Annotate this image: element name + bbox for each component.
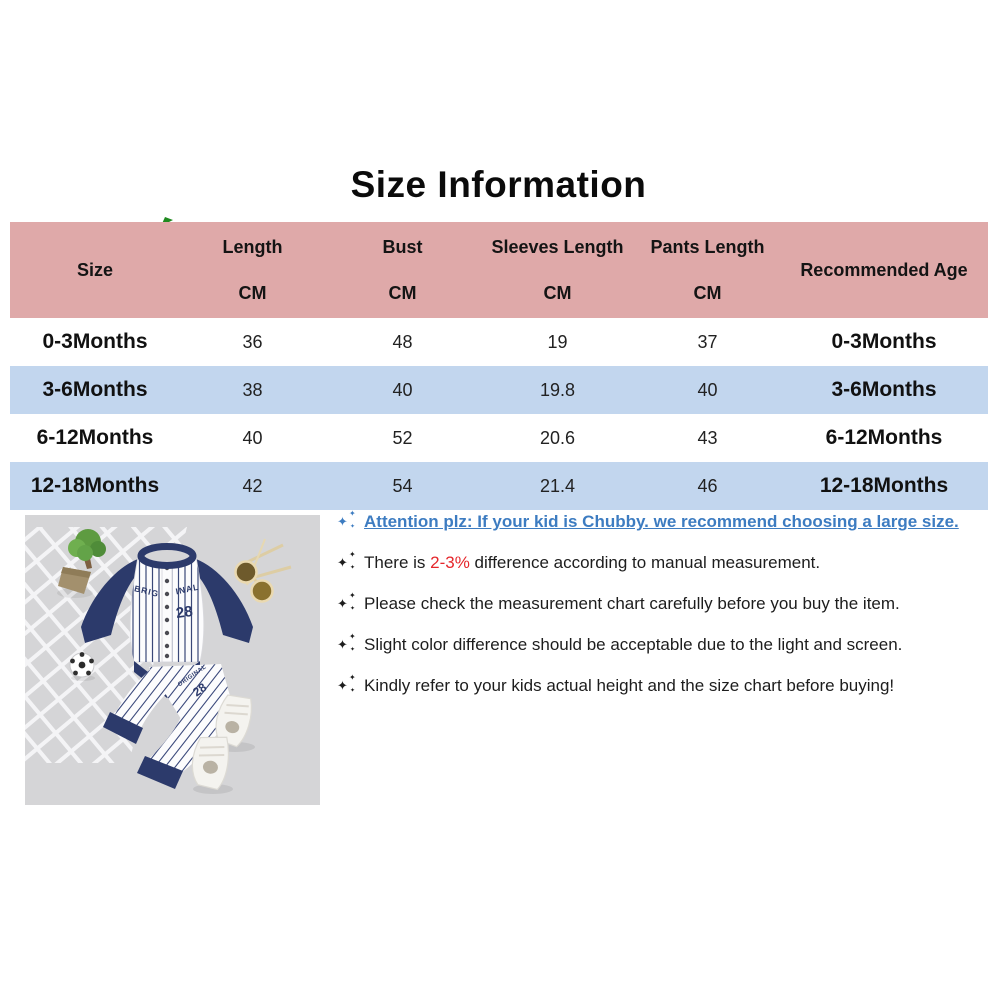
header-unit: CM (388, 283, 417, 303)
sparkles-icon: ✦ ✦ ✦ (337, 632, 356, 654)
soccer-ball (69, 652, 95, 681)
sparkles-icon: ✦ ✦ ✦ (337, 673, 356, 695)
size-value: 0-3Months (42, 330, 148, 353)
pants-value: 46 (697, 475, 718, 496)
header-cell-recommended-age: Recommended Age (780, 222, 988, 318)
jersey-number: 28 (175, 603, 194, 622)
header-label: Size (76, 259, 114, 280)
buttons (164, 565, 170, 659)
note-text: Kindly refer to your kids actual height … (364, 676, 895, 695)
pants-cuff-left (103, 712, 143, 744)
size-value: 3-6Months (42, 378, 148, 401)
pants-value: 37 (697, 331, 718, 352)
note-attention: ✦ ✦ ✦ Attention plz: If your kid is Chub… (337, 509, 985, 534)
note-text: Attention plz: If your kid is Chubby. we… (364, 512, 959, 531)
romper-right-sleeve (189, 559, 253, 643)
header-label: Bust (382, 237, 423, 257)
length-value: 40 (242, 427, 263, 448)
note-text: There is (364, 553, 431, 572)
header-label: Pants Length (650, 237, 765, 257)
baby-outfit-flatlay-image: BRIG INAL 28 ORIGINAL 28 (25, 515, 320, 805)
table-row: 3-6Months 38 40 19.8 40 3-6Months (10, 366, 988, 414)
sparkles-icon: ✦ ✦ ✦ (337, 550, 356, 572)
pants-value: 43 (697, 427, 718, 448)
pants-value: 40 (697, 379, 718, 400)
bust-value: 48 (392, 331, 413, 352)
sparkles-icon: ✦ ✦ ✦ (337, 591, 356, 613)
size-value: 12-18Months (30, 474, 160, 497)
size-value: 6-12Months (36, 426, 154, 449)
note-check-chart: ✦ ✦ ✦ Please check the measurement chart… (337, 591, 985, 616)
pants-cuff-bottom (137, 756, 183, 789)
header-unit: CM (693, 283, 722, 303)
bust-value: 40 (392, 379, 413, 400)
potted-plant (57, 529, 106, 598)
age-value: 3-6Months (831, 378, 937, 401)
length-value: 38 (242, 379, 263, 400)
sleeves-value: 21.4 (539, 475, 576, 496)
age-value: 12-18Months (819, 474, 949, 497)
length-value: 36 (242, 331, 263, 352)
note-refer-height: ✦ ✦ ✦ Kindly refer to your kids actual h… (337, 673, 985, 698)
age-value: 0-3Months (831, 330, 937, 353)
chest-text-right: INAL (175, 582, 200, 597)
sleeves-value: 19.8 (539, 379, 576, 400)
age-value: 6-12Months (825, 426, 943, 449)
sparkles-icon: ✦ ✦ ✦ (337, 509, 356, 531)
sleeves-value: 20.6 (539, 427, 576, 448)
note-text: Slight color difference should be accept… (364, 635, 903, 654)
note-measurement-difference: ✦ ✦ ✦ There is 2-3% difference according… (337, 550, 985, 575)
table-row: 6-12Months 40 52 20.6 43 6-12Months (10, 414, 988, 462)
header-cell-pants-length: Pants Length CM (635, 222, 780, 318)
table-row: 0-3Months 36 48 19 37 0-3Months (10, 318, 988, 366)
header-cell-size: Size (10, 222, 180, 318)
note-highlight: 2-3% (430, 553, 470, 572)
notes-list: ✦ ✦ ✦ Attention plz: If your kid is Chub… (337, 509, 985, 714)
header-cell-sleeves-length: Sleeves Length CM (480, 222, 635, 318)
product-photo: BRIG INAL 28 ORIGINAL 28 (25, 515, 320, 805)
sleeves-value: 19 (547, 331, 568, 352)
header-unit: CM (238, 283, 267, 303)
note-color-difference: ✦ ✦ ✦ Slight color difference should be … (337, 632, 985, 657)
header-cell-length: Length CM (180, 222, 325, 318)
romper-left-sleeve (81, 559, 145, 643)
note-text: Please check the measurement chart caref… (364, 594, 900, 613)
size-table: Size Length CM Bust CM Sleeves Length CM… (10, 222, 988, 510)
length-value: 42 (242, 475, 263, 496)
header-unit: CM (543, 283, 572, 303)
romper: BRIG INAL 28 (81, 543, 253, 698)
page-title: Size Information (350, 164, 647, 205)
note-text: difference according to manual measureme… (469, 553, 821, 572)
sunglasses (234, 538, 292, 603)
bust-value: 54 (392, 475, 413, 496)
header-label: Length (222, 237, 283, 257)
bust-value: 52 (392, 427, 413, 448)
table-row: 12-18Months 42 54 21.4 46 12-18Months (10, 462, 988, 510)
header-label: Recommended Age (800, 259, 968, 280)
collar (137, 543, 197, 569)
header-label: Sleeves Length (491, 237, 624, 257)
baby-sneakers (191, 694, 255, 794)
table-header-row: Size Length CM Bust CM Sleeves Length CM… (10, 222, 988, 318)
striped-pants: ORIGINAL 28 (103, 664, 232, 789)
header-cell-bust: Bust CM (325, 222, 480, 318)
